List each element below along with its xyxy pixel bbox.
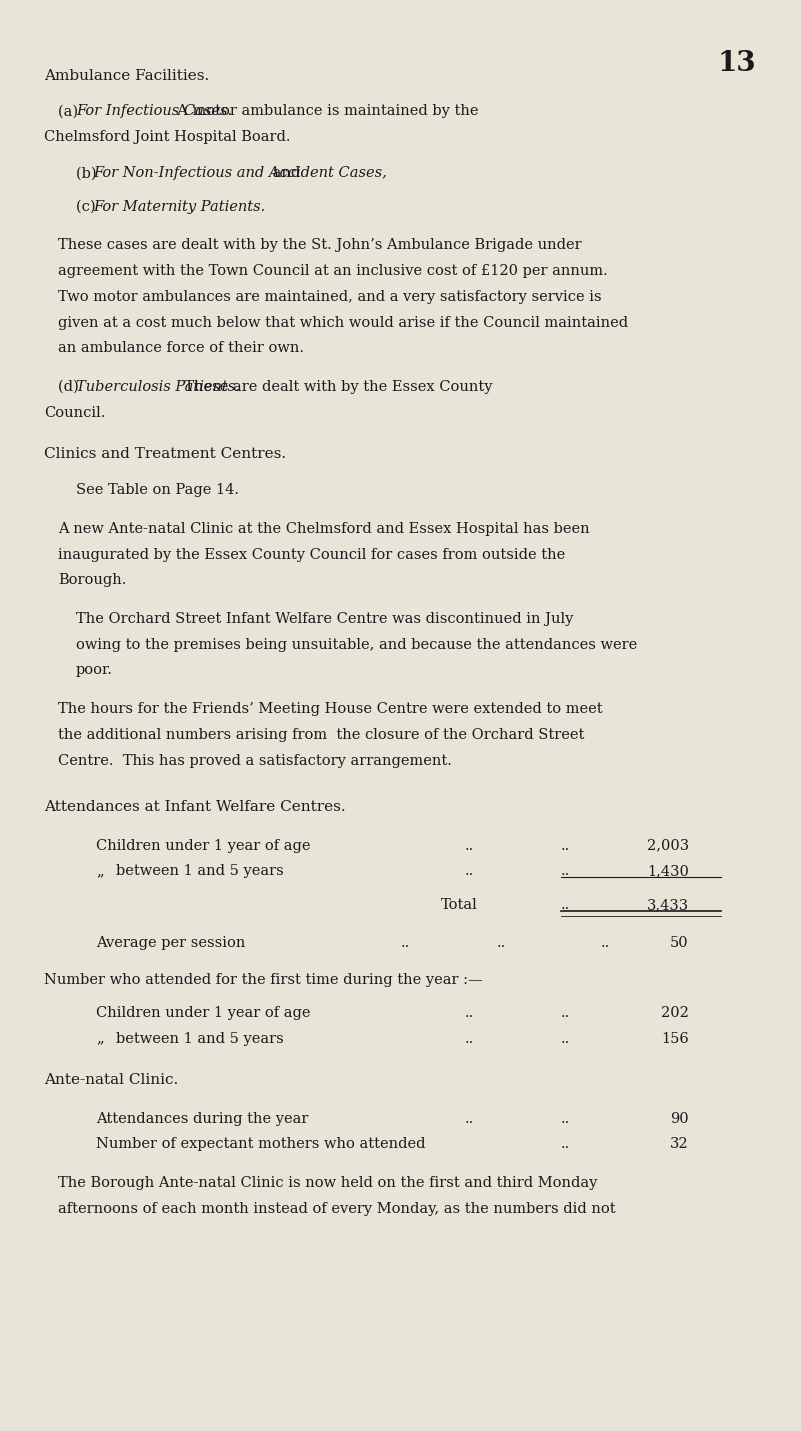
- Text: „: „: [96, 1032, 104, 1046]
- Text: The Orchard Street Infant Welfare Centre was discontinued in July: The Orchard Street Infant Welfare Centre…: [76, 612, 574, 625]
- Text: ..: ..: [561, 864, 570, 879]
- Text: 90: 90: [670, 1112, 689, 1126]
- Text: (c): (c): [76, 200, 100, 213]
- Text: Clinics and Treatment Centres.: Clinics and Treatment Centres.: [44, 446, 286, 461]
- Text: For Maternity Patients.: For Maternity Patients.: [94, 200, 266, 213]
- Text: owing to the premises being unsuitable, and because the attendances were: owing to the premises being unsuitable, …: [76, 638, 638, 651]
- Text: ..: ..: [497, 936, 506, 950]
- Text: between 1 and 5 years: between 1 and 5 years: [116, 864, 284, 879]
- Text: (d): (d): [58, 381, 84, 394]
- Text: „: „: [96, 864, 104, 879]
- Text: ..: ..: [561, 1138, 570, 1152]
- Text: ..: ..: [561, 1112, 570, 1126]
- Text: The hours for the Friends’ Meeting House Centre were extended to meet: The hours for the Friends’ Meeting House…: [58, 703, 603, 716]
- Text: Chelmsford Joint Hospital Board.: Chelmsford Joint Hospital Board.: [44, 130, 291, 145]
- Text: 32: 32: [670, 1138, 689, 1152]
- Text: ..: ..: [465, 1112, 474, 1126]
- Text: Attendances at Infant Welfare Centres.: Attendances at Infant Welfare Centres.: [44, 800, 346, 814]
- Text: inaugurated by the Essex County Council for cases from outside the: inaugurated by the Essex County Council …: [58, 548, 566, 561]
- Text: ..: ..: [465, 839, 474, 853]
- Text: Children under 1 year of age: Children under 1 year of age: [96, 839, 311, 853]
- Text: Children under 1 year of age: Children under 1 year of age: [96, 1006, 311, 1020]
- Text: (a): (a): [58, 104, 83, 119]
- Text: Centre.  This has proved a satisfactory arrangement.: Centre. This has proved a satisfactory a…: [58, 754, 453, 767]
- Text: Number of expectant mothers who attended: Number of expectant mothers who attended: [96, 1138, 425, 1152]
- Text: 3,433: 3,433: [646, 897, 689, 912]
- Text: Tuberculosis Patients.: Tuberculosis Patients.: [76, 381, 240, 394]
- Text: 1,430: 1,430: [647, 864, 689, 879]
- Text: 13: 13: [718, 50, 756, 77]
- Text: See Table on Page 14.: See Table on Page 14.: [76, 484, 239, 497]
- Text: ..: ..: [561, 839, 570, 853]
- Text: A new Ante-natal Clinic at the Chelmsford and Essex Hospital has been: A new Ante-natal Clinic at the Chelmsfor…: [58, 522, 590, 535]
- Text: ..: ..: [465, 864, 474, 879]
- Text: Attendances during the year: Attendances during the year: [96, 1112, 308, 1126]
- Text: For Non-Infectious and Accident Cases,: For Non-Infectious and Accident Cases,: [94, 166, 388, 180]
- Text: Number who attended for the first time during the year :—: Number who attended for the first time d…: [44, 973, 483, 986]
- Text: A motor ambulance is maintained by the: A motor ambulance is maintained by the: [168, 104, 479, 119]
- Text: 2,003: 2,003: [646, 839, 689, 853]
- Text: Average per session: Average per session: [96, 936, 245, 950]
- Text: the additional numbers arising from  the closure of the Orchard Street: the additional numbers arising from the …: [58, 728, 585, 741]
- Text: 50: 50: [670, 936, 689, 950]
- Text: poor.: poor.: [76, 664, 113, 677]
- Text: Ante-natal Clinic.: Ante-natal Clinic.: [44, 1073, 179, 1088]
- Text: These are dealt with by the Essex County: These are dealt with by the Essex County: [175, 381, 492, 394]
- Text: (b): (b): [76, 166, 102, 180]
- Text: ..: ..: [601, 936, 610, 950]
- Text: afternoons of each month instead of every Monday, as the numbers did not: afternoons of each month instead of ever…: [58, 1202, 616, 1216]
- Text: ..: ..: [561, 897, 570, 912]
- Text: Borough.: Borough.: [58, 574, 127, 587]
- Text: Ambulance Facilities.: Ambulance Facilities.: [44, 69, 209, 83]
- Text: ..: ..: [465, 1006, 474, 1020]
- Text: ..: ..: [561, 1006, 570, 1020]
- Text: ..: ..: [561, 1032, 570, 1046]
- Text: Two motor ambulances are maintained, and a very satisfactory service is: Two motor ambulances are maintained, and…: [58, 290, 602, 303]
- Text: These cases are dealt with by the St. John’s Ambulance Brigade under: These cases are dealt with by the St. Jo…: [58, 239, 582, 252]
- Text: an ambulance force of their own.: an ambulance force of their own.: [58, 342, 304, 355]
- Text: Total: Total: [441, 897, 477, 912]
- Text: ..: ..: [400, 936, 410, 950]
- Text: given at a cost much below that which would arise if the Council maintained: given at a cost much below that which wo…: [58, 316, 629, 329]
- Text: The Borough Ante-natal Clinic is now held on the first and third Monday: The Borough Ante-natal Clinic is now hel…: [58, 1176, 598, 1191]
- Text: Council.: Council.: [44, 406, 106, 419]
- Text: ..: ..: [465, 1032, 474, 1046]
- Text: 156: 156: [661, 1032, 689, 1046]
- Text: and: and: [268, 166, 300, 180]
- Text: 202: 202: [661, 1006, 689, 1020]
- Text: agreement with the Town Council at an inclusive cost of £120 per annum.: agreement with the Town Council at an in…: [58, 265, 608, 278]
- Text: For Infectious Cases.: For Infectious Cases.: [76, 104, 232, 119]
- Text: between 1 and 5 years: between 1 and 5 years: [116, 1032, 284, 1046]
